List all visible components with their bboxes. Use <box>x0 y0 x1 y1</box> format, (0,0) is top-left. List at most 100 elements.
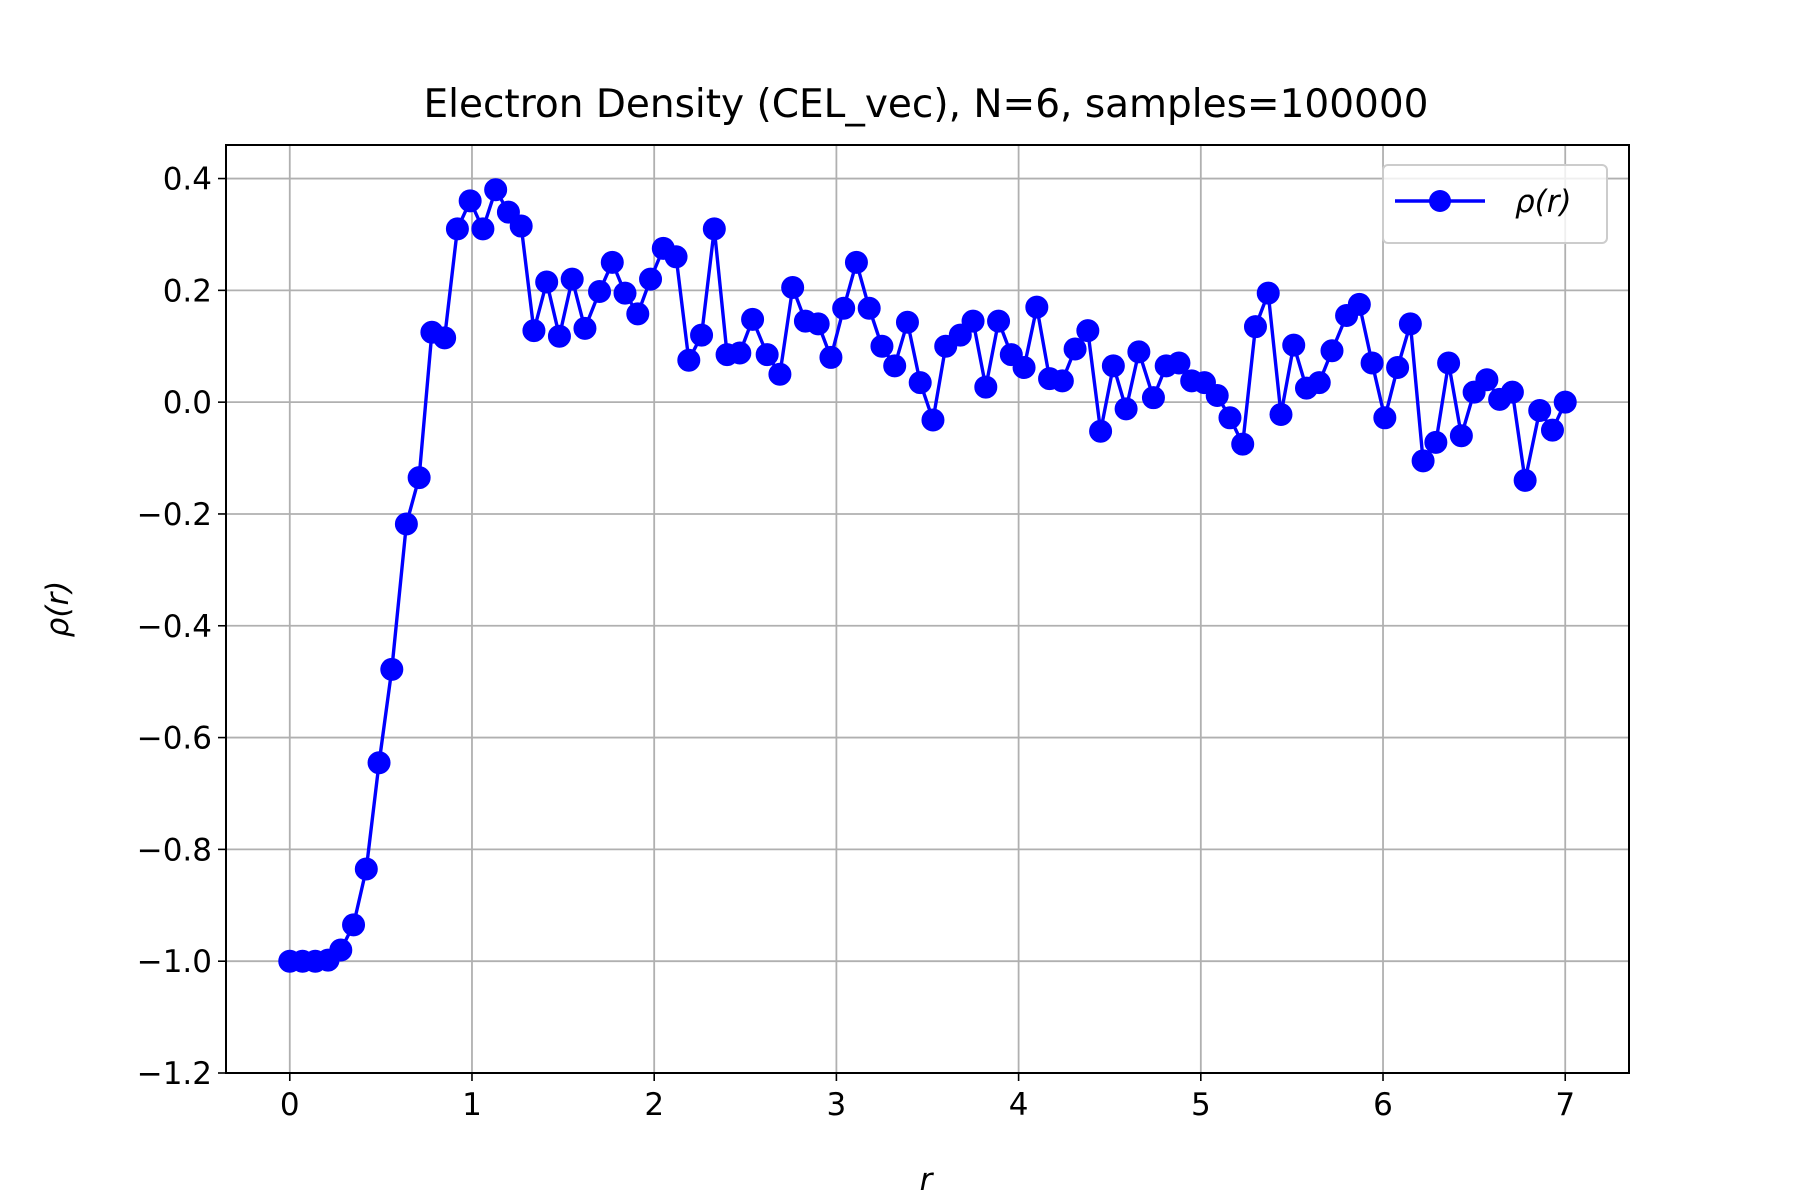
data-point <box>600 250 624 274</box>
data-point <box>806 312 830 336</box>
data-point <box>1025 295 1049 319</box>
x-tick-label: 6 <box>1373 1087 1393 1123</box>
y-axis-label: ρ(r) <box>40 581 76 638</box>
data-point <box>1076 319 1100 343</box>
data-point <box>1269 402 1293 426</box>
data-point <box>961 309 985 333</box>
data-point <box>1231 432 1255 456</box>
data-point <box>560 267 584 291</box>
data-point <box>870 334 894 358</box>
data-point <box>1218 406 1242 430</box>
grid <box>226 145 1629 1074</box>
data-point <box>832 296 856 320</box>
data-point <box>741 307 765 331</box>
data-point <box>1475 368 1499 392</box>
data-point <box>1360 351 1384 375</box>
y-tick-label: 0.0 <box>163 385 212 421</box>
data-point <box>728 341 752 365</box>
data-point <box>626 302 650 326</box>
data-point <box>677 348 701 372</box>
data-point <box>844 250 868 274</box>
data-point <box>1540 418 1564 442</box>
y-axis-ticks: −1.2 −1.0 −0.8 −0.6 −0.4 −0.2 0.0 0.2 0.4 <box>137 162 226 1092</box>
data-point <box>509 214 533 238</box>
data-point <box>1063 337 1087 361</box>
y-tick-label: 0.2 <box>163 273 212 309</box>
data-point <box>1373 406 1397 430</box>
x-tick-label: 3 <box>827 1087 847 1123</box>
x-tick-label: 7 <box>1555 1087 1575 1123</box>
data-point <box>819 345 843 369</box>
data-point <box>1243 315 1267 339</box>
data-point <box>380 657 404 681</box>
data-point <box>1282 333 1306 357</box>
data-point <box>1089 419 1113 443</box>
data-point <box>857 296 881 320</box>
data-point <box>1050 369 1074 393</box>
data-point <box>342 913 366 937</box>
data-point <box>1205 383 1229 407</box>
data-point <box>1114 397 1138 421</box>
x-tick-label: 5 <box>1191 1087 1211 1123</box>
data-point <box>613 281 637 305</box>
x-tick-label: 1 <box>462 1087 482 1123</box>
data-point <box>1167 351 1191 375</box>
data-point <box>1553 390 1577 414</box>
data-series <box>278 178 1577 973</box>
data-point <box>1386 355 1410 379</box>
data-point <box>1528 399 1552 423</box>
data-point <box>1141 386 1165 410</box>
data-point <box>1513 468 1537 492</box>
y-tick-label: −0.4 <box>137 609 212 645</box>
chart-title: Electron Density (CEL_vec), N=6, samples… <box>424 82 1429 127</box>
series-line <box>289 187 1567 963</box>
y-tick-label: −1.0 <box>137 944 212 980</box>
data-point <box>407 466 431 490</box>
data-point <box>1500 380 1524 404</box>
plot-frame <box>225 144 1630 1074</box>
y-tick-label: −0.8 <box>137 832 212 868</box>
x-tick-label: 2 <box>644 1087 664 1123</box>
data-point <box>1347 292 1371 316</box>
data-point <box>329 938 353 962</box>
data-point <box>921 408 945 432</box>
data-point <box>458 189 482 213</box>
data-point <box>639 267 663 291</box>
data-point <box>1437 351 1461 375</box>
legend-entry-label: ρ(r) <box>1515 184 1572 220</box>
data-point <box>1424 430 1448 454</box>
data-point <box>1449 424 1473 448</box>
data-point <box>702 217 726 241</box>
data-point <box>781 276 805 300</box>
y-tick-label: −0.6 <box>137 721 212 757</box>
data-point <box>1320 339 1344 363</box>
data-point <box>908 371 932 395</box>
data-point <box>1101 354 1125 378</box>
data-point <box>484 178 508 202</box>
y-tick-label: −0.2 <box>137 497 212 533</box>
data-point <box>445 217 469 241</box>
data-point <box>883 354 907 378</box>
x-tick-label: 4 <box>1009 1087 1029 1123</box>
data-point <box>1127 340 1151 364</box>
data-point <box>471 217 495 241</box>
data-point <box>690 323 714 347</box>
data-point <box>755 343 779 367</box>
data-point <box>1411 449 1435 473</box>
data-point <box>547 324 571 348</box>
data-point <box>573 316 597 340</box>
legend-box <box>1382 164 1608 244</box>
x-tick-label: 0 <box>280 1087 300 1123</box>
data-point <box>588 279 612 303</box>
data-point <box>394 512 418 536</box>
data-point <box>1307 371 1331 395</box>
data-point <box>535 270 559 294</box>
y-tick-label: 0.4 <box>163 162 212 198</box>
legend-marker-swatch <box>1429 190 1451 212</box>
data-point <box>1256 281 1280 305</box>
data-point <box>987 309 1011 333</box>
data-point <box>367 751 391 775</box>
data-point <box>974 375 998 399</box>
data-point <box>354 857 378 881</box>
